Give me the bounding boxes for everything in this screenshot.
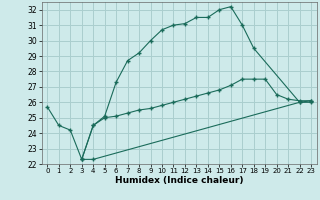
X-axis label: Humidex (Indice chaleur): Humidex (Indice chaleur) xyxy=(115,176,244,185)
